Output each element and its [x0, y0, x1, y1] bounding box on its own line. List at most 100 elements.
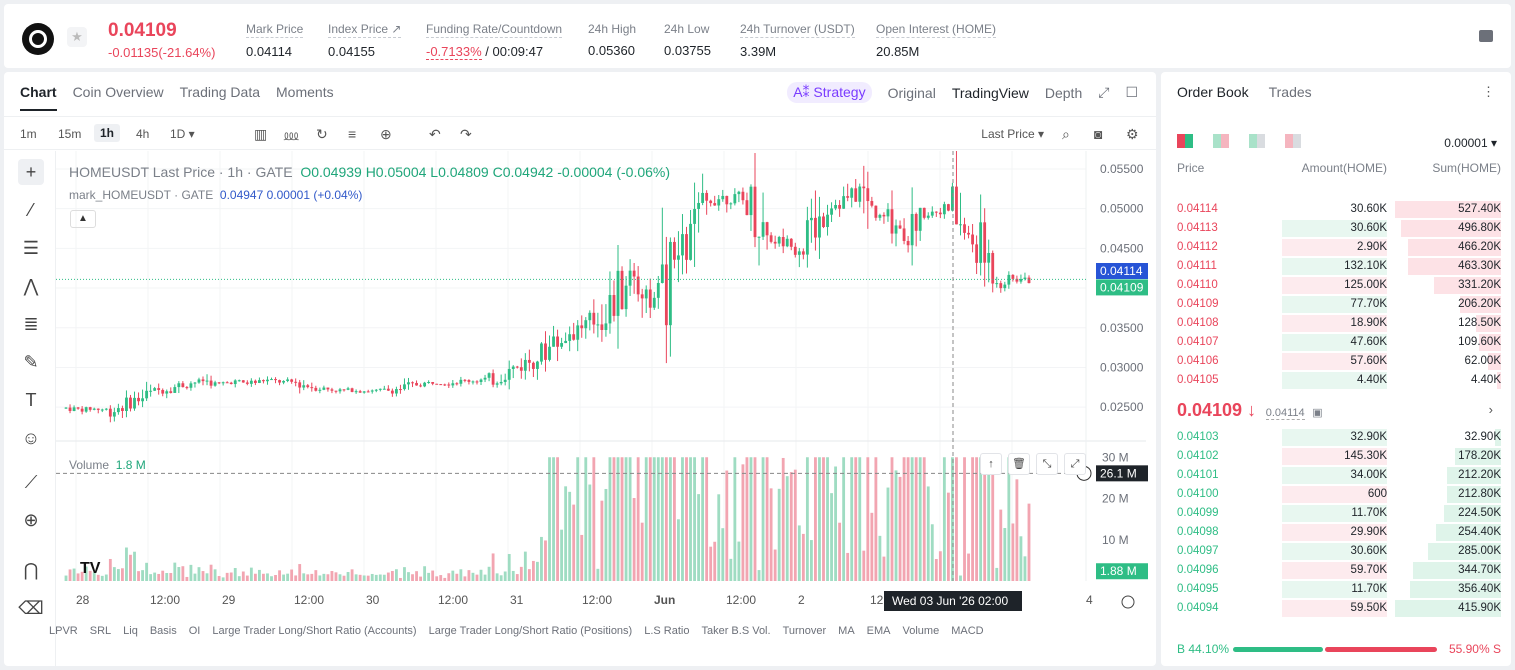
magnet-icon[interactable]: ⋂	[23, 560, 39, 580]
text-icon[interactable]: T	[25, 390, 37, 410]
favorite-star-icon[interactable]: ★	[67, 27, 87, 47]
replay-icon[interactable]: ↻	[316, 126, 328, 142]
indicator-shortcut[interactable]: Liq	[123, 625, 138, 637]
indicator-shortcut[interactable]: LPVR	[49, 625, 78, 637]
tab-depth[interactable]: Depth	[1044, 84, 1083, 101]
indicator-shortcut[interactable]: Taker B.S Vol.	[701, 625, 771, 637]
fib-icon[interactable]: ≣	[23, 314, 39, 334]
pattern-icon[interactable]: ⋀	[23, 276, 39, 296]
bid-row[interactable]: 0.04096 59.70K 344.70K	[1177, 561, 1501, 580]
tab-order-book[interactable]: Order Book	[1177, 84, 1249, 100]
stat-label[interactable]: Index Price ↗	[328, 22, 402, 38]
candle-body	[499, 381, 503, 384]
bid-row[interactable]: 0.04097 30.60K 285.00K	[1177, 542, 1501, 561]
candle-type-icon[interactable]: ▥	[254, 126, 268, 142]
tab-moments[interactable]: Moments	[276, 84, 334, 100]
window-icon[interactable]: ☐	[1125, 84, 1138, 100]
redo-icon[interactable]: ↷	[460, 126, 472, 142]
indicator-shortcut[interactable]: Volume	[902, 625, 940, 637]
tf-1m[interactable]: 1m	[20, 127, 37, 141]
indicator-shortcut[interactable]: SRL	[89, 625, 112, 637]
tab-trading-data[interactable]: Trading Data	[179, 84, 261, 100]
ask-row[interactable]: 0.04106 57.60K 62.00K	[1177, 352, 1501, 371]
hlines-icon[interactable]: ☰	[22, 238, 40, 258]
bid-row[interactable]: 0.04101 34.00K 212.20K	[1177, 466, 1501, 485]
indicator-shortcut[interactable]: Basis	[149, 625, 177, 637]
indicator-shortcut[interactable]: EMA	[866, 625, 891, 637]
emoji-icon[interactable]: ☺	[21, 428, 41, 448]
ask-row[interactable]: 0.04114 30.60K 527.40K	[1177, 200, 1501, 219]
tab-tradingview[interactable]: TradingView	[951, 84, 1029, 101]
more-menu-icon[interactable]: ⋮	[1482, 84, 1495, 99]
indicator-shortcut[interactable]: OI	[188, 625, 201, 637]
template-icon[interactable]: ≡	[348, 126, 357, 142]
stat-label[interactable]: Mark Price	[246, 22, 304, 38]
tab-coin-overview[interactable]: Coin Overview	[72, 84, 164, 100]
collapse-pane-icon[interactable]: ⤡	[1036, 453, 1058, 475]
bid-row[interactable]: 0.04099 11.70K 224.50K	[1177, 504, 1501, 523]
indicator-shortcut[interactable]: MA	[838, 625, 855, 637]
indicator-shortcut[interactable]: Large Trader Long/Short Ratio (Positions…	[428, 625, 633, 637]
price-chart-canvas[interactable]: 0.055000.050000.045000.040000.035000.030…	[56, 151, 1156, 621]
collapse-legend-button[interactable]: ▲	[70, 210, 96, 228]
tf-15m[interactable]: 15m	[58, 127, 82, 141]
layout-mixed-icon[interactable]	[1213, 134, 1229, 148]
ask-row[interactable]: 0.04112 2.90K 466.20K	[1177, 238, 1501, 257]
move-up-icon[interactable]: ↑	[980, 453, 1002, 475]
tab-original[interactable]: Original	[887, 84, 936, 101]
maximize-pane-icon[interactable]: ⤢	[1064, 453, 1086, 475]
ask-row[interactable]: 0.04109 77.70K 206.20K	[1177, 295, 1501, 314]
volume-bar	[701, 457, 705, 581]
search-icon[interactable]: ⌕	[1062, 126, 1070, 142]
tf-1h[interactable]: 1h	[94, 124, 121, 142]
indicators-icon[interactable]: ⅏	[284, 127, 299, 143]
guide-book-icon[interactable]	[1479, 30, 1493, 42]
indicator-shortcut[interactable]: Turnover	[782, 625, 827, 637]
add-icon[interactable]: ⊕	[380, 126, 392, 142]
settings-gear-icon[interactable]: ⚙	[1126, 126, 1139, 142]
tf-4h[interactable]: 4h	[136, 127, 150, 141]
tab-chart[interactable]: Chart	[20, 84, 57, 111]
indicator-shortcut[interactable]: L.S Ratio	[644, 625, 690, 637]
delete-icon[interactable]: 🗑	[1008, 453, 1030, 475]
ask-row[interactable]: 0.04105 4.40K 4.40K	[1177, 371, 1501, 390]
strategy-button[interactable]: A⁑ Strategy	[787, 82, 872, 103]
indicator-shortcut[interactable]: MACD	[951, 625, 984, 637]
tick-size-select[interactable]: 0.00001 ▾	[1444, 136, 1497, 150]
candle-body	[503, 379, 507, 382]
ask-row[interactable]: 0.04111 132.10K 463.30K	[1177, 257, 1501, 276]
bid-row[interactable]: 0.04100 600 212.80K	[1177, 485, 1501, 504]
stat-label[interactable]: Funding Rate/Countdown	[426, 22, 563, 38]
bid-row[interactable]: 0.04098 29.90K 254.40K	[1177, 523, 1501, 542]
tab-trades[interactable]: Trades	[1268, 84, 1312, 100]
candle-body	[129, 397, 132, 409]
zoom-in-icon[interactable]: ⊕	[23, 510, 39, 530]
bid-row[interactable]: 0.04102 145.30K 178.20K	[1177, 447, 1501, 466]
brush-icon[interactable]: ✎	[23, 352, 39, 372]
bid-row[interactable]: 0.04094 59.50K 415.90K	[1177, 599, 1501, 618]
camera-icon[interactable]: ◙	[1094, 126, 1103, 142]
tf-1d[interactable]: 1D ▾	[170, 127, 195, 141]
ask-row[interactable]: 0.04113 30.60K 496.80K	[1177, 219, 1501, 238]
ruler-icon[interactable]: ⟋	[24, 472, 38, 492]
layout-both-icon[interactable]	[1177, 134, 1193, 148]
stat-label[interactable]: 24h Turnover (USDT)	[740, 22, 855, 38]
indicator-shortcut[interactable]: Large Trader Long/Short Ratio (Accounts)	[212, 625, 417, 637]
layout-asks-icon[interactable]	[1285, 134, 1301, 148]
trendline-icon[interactable]: ⁄	[29, 200, 33, 220]
eraser-icon[interactable]: ⌫	[18, 598, 44, 618]
bid-row[interactable]: 0.04103 32.90K 32.90K	[1177, 428, 1501, 447]
chevron-right-icon[interactable]: ›	[1488, 402, 1493, 417]
fullscreen-icon[interactable]: ⤢	[1098, 84, 1110, 100]
stat-label[interactable]: Open Interest (HOME)	[876, 22, 997, 38]
mid-price-row[interactable]: 0.04109 ↓ 0.04114 ▣ ›	[1177, 400, 1501, 421]
price-type-select[interactable]: Last Price ▾	[981, 127, 1044, 141]
ask-row[interactable]: 0.04107 47.60K 109.60K	[1177, 333, 1501, 352]
layout-bids-icon[interactable]	[1249, 134, 1265, 148]
candle-body	[121, 408, 124, 411]
ask-row[interactable]: 0.04108 18.90K 128.50K	[1177, 314, 1501, 333]
bid-row[interactable]: 0.04095 11.70K 356.40K	[1177, 580, 1501, 599]
undo-icon[interactable]: ↶	[429, 126, 441, 142]
crosshair-icon[interactable]: +	[18, 159, 44, 185]
ask-row[interactable]: 0.04110 125.00K 331.20K	[1177, 276, 1501, 295]
